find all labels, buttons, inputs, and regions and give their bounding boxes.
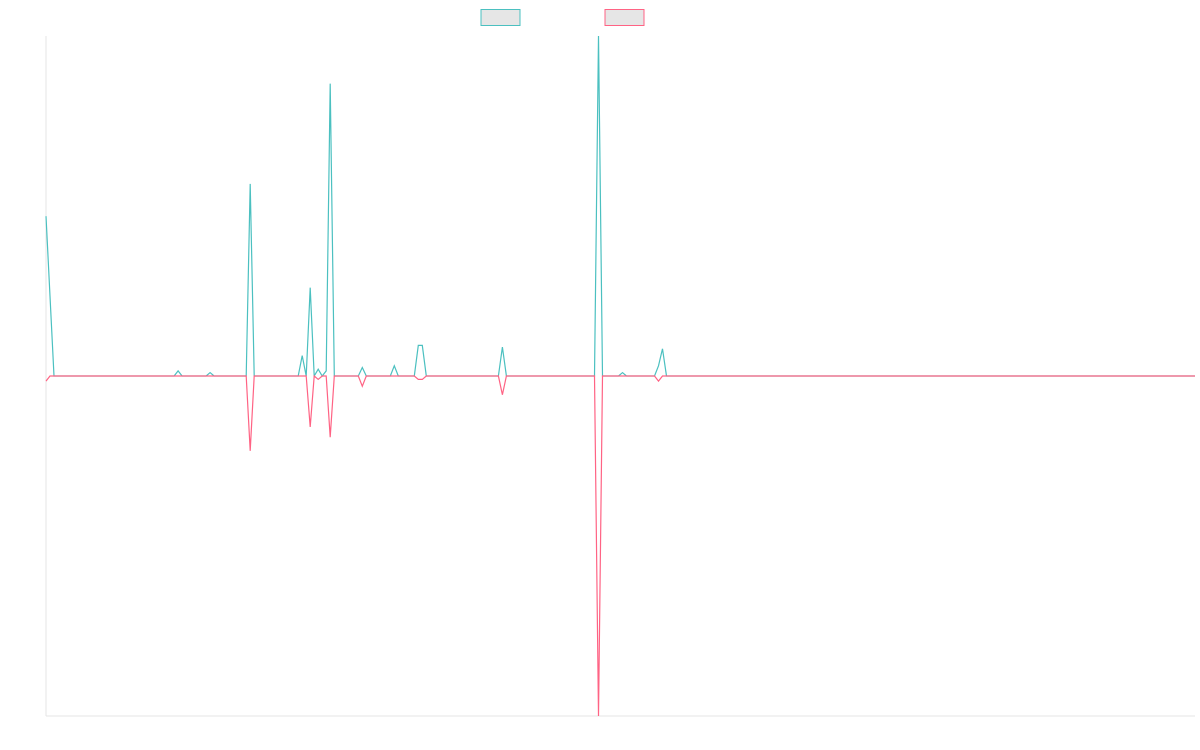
- axes: [45, 36, 1195, 717]
- series-line-2: [45, 374, 1195, 717]
- series-layer: [45, 35, 1195, 717]
- legend-swatch-2[interactable]: [604, 9, 645, 26]
- legend: [480, 9, 645, 26]
- legend-swatch-1[interactable]: [480, 9, 521, 26]
- series-line-1: [45, 35, 1195, 379]
